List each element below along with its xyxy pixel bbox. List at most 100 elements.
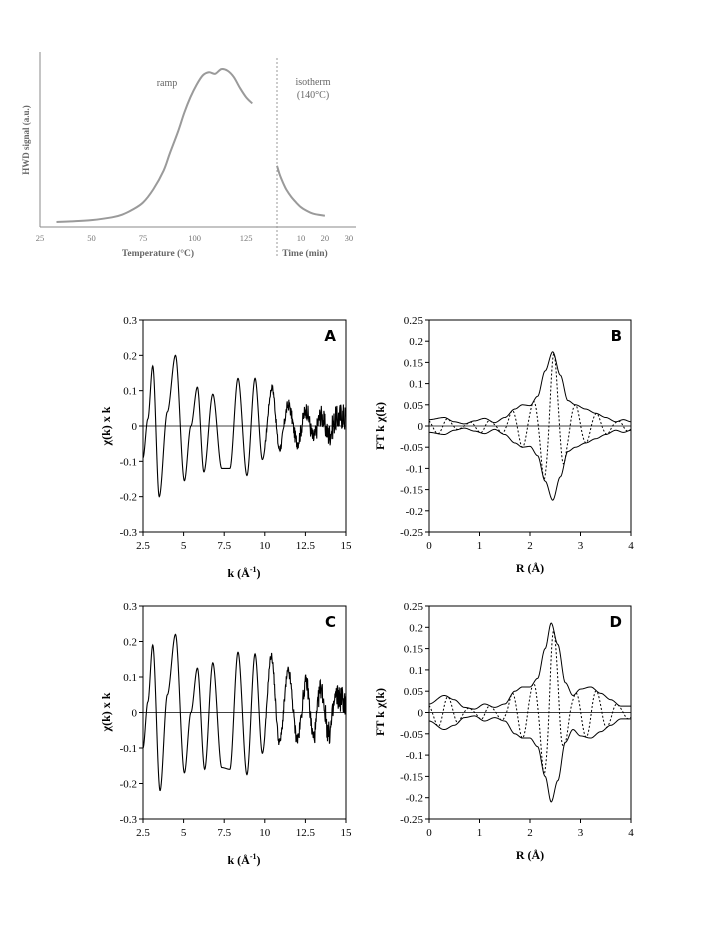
x-tick-label: 15 <box>341 827 353 839</box>
x-tick-label: 3 <box>578 540 584 552</box>
panel-d-tick-labels: 0 1 2 3 4 0.25 0.2 0.15 0.1 0.05 0 -0.05 -0.1 -0.15 -0… <box>400 601 634 839</box>
y-tick-label: -0.2 <box>406 793 423 805</box>
tpd-temp-tick-label: 75 <box>139 233 148 243</box>
tpd-x-axis-title: Temperature (°C) <box>122 248 194 259</box>
x-tick-label: 10 <box>259 827 271 839</box>
panel-a-tick-labels: 2.5 5 7.5 10 12.5 15 0.3 0.2 0.1 0 -0.1 -0.2 -0.3 <box>120 315 352 552</box>
panel-c-tick-labels: 2.5 5 7.5 10 12.5 15 0.3 0.2 0.1 0 -0.1 -0.2 -0.3 <box>120 601 352 839</box>
panel-c-label: C <box>325 613 336 631</box>
x-tick-label: 0 <box>426 827 432 839</box>
y-tick-label: -0.05 <box>400 442 423 454</box>
y-tick-label: -0.3 <box>120 814 138 826</box>
x-tick-label: 5 <box>181 827 187 839</box>
panel-a-x-axis-title: k (Å-1) <box>227 565 260 580</box>
y-tick-label: -0.15 <box>400 485 423 497</box>
y-tick-label: -0.25 <box>400 814 423 826</box>
y-tick-label: -0.1 <box>406 750 423 762</box>
x-tick-label: 1 <box>477 827 483 839</box>
tpd-annotation-isotherm: isotherm <box>296 77 331 88</box>
y-tick-label: 0.3 <box>123 601 137 613</box>
tpd-chart: 25 50 75 100 125 10 20 30 ramp isotherm (140°C)… <box>21 52 356 259</box>
panel-b-magnitude-upper <box>428 351 632 425</box>
tpd-annotation-ramp: ramp <box>157 78 178 89</box>
tpd-isotherm-curve <box>276 165 326 217</box>
panel-b-chart: 0 1 2 3 4 0.25 0.2 0.15 0.1 0.05 0 -0.05 -0.1 -0.15 -0… <box>373 315 634 575</box>
tpd-time-tick-label: 30 <box>345 233 354 243</box>
x-tick-label: 7.5 <box>217 540 231 552</box>
panel-c-chart: 2.5 5 7.5 10 12.5 150.30.20.10-0.1-0.2-0.3 C … <box>99 601 352 867</box>
y-tick-label: 0.15 <box>404 357 424 369</box>
tpd-temp-tick-label: 125 <box>240 233 253 243</box>
y-tick-label: -0.1 <box>120 456 137 468</box>
panel-b-tick-labels: 0 1 2 3 4 0.25 0.2 0.15 0.1 0.05 0 -0.05 -0.1 -0.15 -0… <box>400 315 634 552</box>
tpd-time-tick-label: 10 <box>297 233 306 243</box>
x-tick-label: 3 <box>578 827 584 839</box>
panel-b-x-axis-title: R (Å) <box>516 561 544 575</box>
tpd-temp-tick-label: 50 <box>87 233 96 243</box>
y-tick-label: 0.1 <box>409 379 423 391</box>
y-tick-label: 0 <box>132 708 138 720</box>
y-tick-label: -0.1 <box>406 463 423 475</box>
panel-a-label: A <box>324 327 336 345</box>
y-tick-label: 0.05 <box>404 400 424 412</box>
panel-b-y-axis-title: FT k χ(k) <box>373 402 387 450</box>
y-tick-label: -0.3 <box>120 527 138 539</box>
panel-b-label: B <box>611 327 622 345</box>
y-tick-label: -0.15 <box>400 771 423 783</box>
x-tick-label: 15 <box>341 540 353 552</box>
y-tick-label: -0.1 <box>120 743 137 755</box>
y-tick-label: 0.15 <box>404 644 424 656</box>
panel-d-magnitude-lower <box>428 715 631 803</box>
panel-b-magnitude-lower <box>428 427 632 501</box>
y-tick-label: 0.2 <box>409 336 423 348</box>
y-tick-label: -0.25 <box>400 527 423 539</box>
panel-d-magnitude-upper <box>428 622 631 710</box>
x-tick-label: 2.5 <box>136 540 150 552</box>
y-tick-label: 0.25 <box>404 315 424 327</box>
panel-c-y-axis-title: χ(k) x k <box>99 692 113 732</box>
y-tick-label: 0.2 <box>123 637 137 649</box>
tpd-ramp-curve <box>56 67 253 223</box>
panel-c-x-axis-title: k (Å-1) <box>227 852 260 867</box>
x-tick-label: 12.5 <box>296 827 316 839</box>
panel-d-x-axis-title: R (Å) <box>516 848 544 862</box>
y-tick-label: -0.05 <box>400 729 423 741</box>
y-tick-label: 0.1 <box>123 386 137 398</box>
panel-d-y-axis-title: FT k χ(k) <box>373 688 387 736</box>
x-tick-label: 1 <box>477 540 483 552</box>
y-tick-label: 0 <box>418 421 424 433</box>
tpd-tick-labels: 25 50 75 100 125 10 20 30 <box>36 233 353 243</box>
y-tick-label: 0 <box>418 708 424 720</box>
panel-b-imaginary-part <box>428 352 632 481</box>
x-tick-label: 2.5 <box>136 827 150 839</box>
x-tick-label: 0 <box>426 540 432 552</box>
x-tick-label: 2 <box>527 540 533 552</box>
y-tick-label: 0.2 <box>409 622 423 634</box>
y-tick-label: 0.1 <box>123 672 137 684</box>
x-tick-label: 4 <box>628 540 634 552</box>
x-tick-label: 12.5 <box>296 540 316 552</box>
x-tick-label: 5 <box>181 540 187 552</box>
panel-d-imaginary-part <box>428 629 632 776</box>
y-tick-label: 0.1 <box>409 665 423 677</box>
tpd-time-tick-label: 20 <box>321 233 330 243</box>
y-tick-label: -0.2 <box>120 779 137 791</box>
tpd-temp-tick-label: 25 <box>36 233 45 243</box>
tpd-annotation-isotherm-temp: (140°C) <box>297 90 329 101</box>
tpd-temp-tick-label: 100 <box>188 233 201 243</box>
y-tick-label: 0 <box>132 421 138 433</box>
panel-d-label: D <box>610 613 622 631</box>
tpd-x2-axis-title: Time (min) <box>282 248 327 259</box>
x-tick-label: 7.5 <box>217 827 231 839</box>
x-tick-label: 10 <box>259 540 271 552</box>
y-tick-label: 0.3 <box>123 315 137 327</box>
panel-a-y-axis-title: χ(k) x k <box>99 406 113 446</box>
y-tick-label: -0.2 <box>120 492 137 504</box>
panel-a-series-line <box>142 354 347 498</box>
panel-d-chart: 0 1 2 3 4 0.25 0.2 0.15 0.1 0.05 0 -0.05 -0.1 -0.15 -0… <box>373 601 634 862</box>
y-tick-label: -0.2 <box>406 506 423 518</box>
x-tick-label: 4 <box>628 827 634 839</box>
tpd-y-axis-title: HWD signal (a.u.) <box>21 105 31 175</box>
x-tick-label: 2 <box>527 827 533 839</box>
